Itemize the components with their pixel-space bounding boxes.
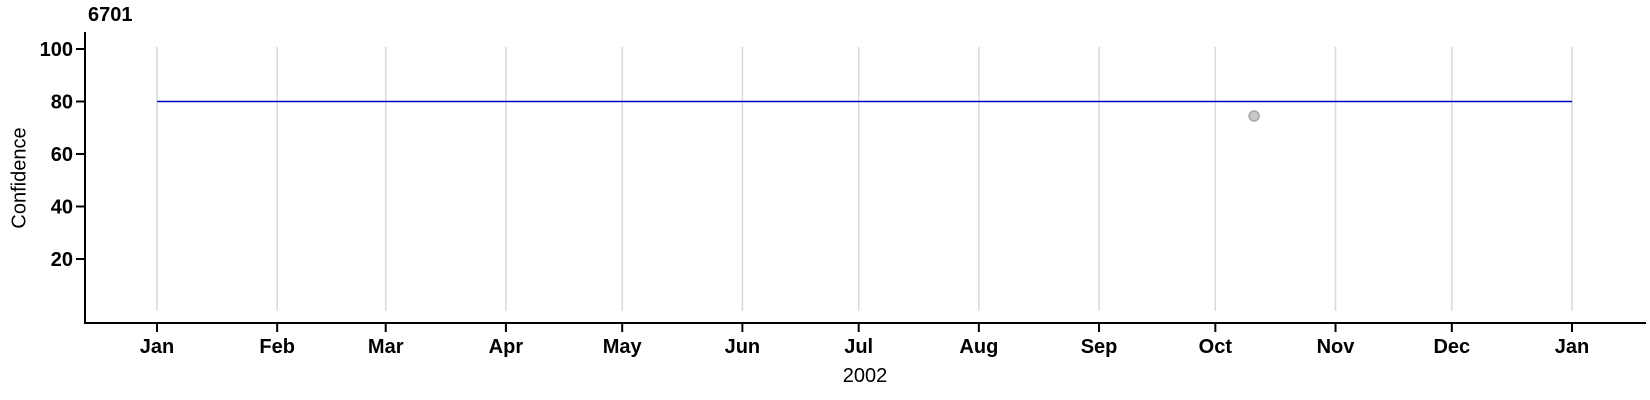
x-tick-label: Nov bbox=[1317, 336, 1356, 358]
x-tick-label: Apr bbox=[489, 336, 524, 358]
x-tick-label: May bbox=[603, 336, 643, 358]
x-tick-label: Sep bbox=[1081, 336, 1118, 358]
x-tick-label: Jul bbox=[844, 336, 873, 358]
x-tick-label: Dec bbox=[1433, 336, 1470, 358]
y-tick-label: 40 bbox=[51, 197, 73, 219]
y-tick-label: 100 bbox=[40, 39, 73, 61]
y-tick-label: 20 bbox=[51, 249, 73, 271]
x-axis-label: 2002 bbox=[842, 365, 888, 387]
observed-confidence-point bbox=[1248, 110, 1260, 122]
x-tick-label: Jan bbox=[140, 336, 174, 358]
x-tick-label: Mar bbox=[368, 336, 404, 358]
chart-title: 6701 bbox=[88, 4, 133, 26]
y-tick-label: 80 bbox=[51, 92, 73, 114]
x-tick-label: Feb bbox=[259, 336, 295, 358]
y-axis-label: Confidence bbox=[8, 127, 31, 229]
x-tick-label: Jan bbox=[1555, 336, 1589, 358]
x-tick-label: Aug bbox=[959, 336, 998, 358]
x-tick-label: Oct bbox=[1199, 336, 1233, 358]
x-tick-label: Jun bbox=[725, 336, 761, 358]
y-tick-label: 60 bbox=[51, 144, 73, 166]
